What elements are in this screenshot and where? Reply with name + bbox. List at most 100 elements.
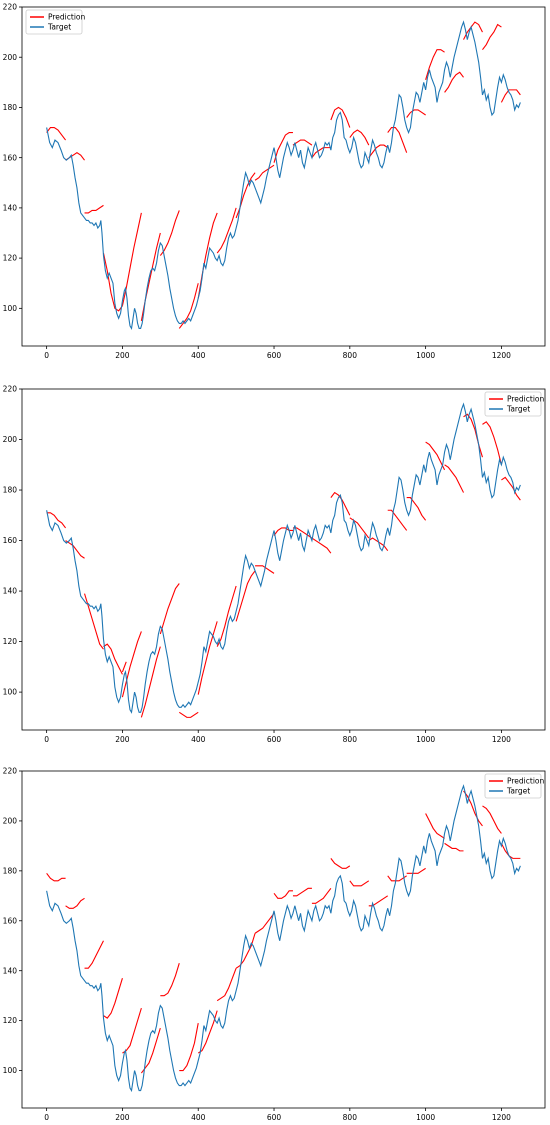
prediction-segment-3 [84, 593, 104, 650]
prediction-segment-19 [387, 126, 408, 153]
prediction-segment-14 [273, 527, 293, 536]
prediction-segment-25 [482, 421, 502, 465]
prediction-segment-13 [273, 890, 293, 899]
target-series-line [46, 20, 521, 331]
legend-label-prediction: Prediction [507, 777, 545, 786]
chart-panel-3: 0 200 400 600 800 1000 1200 100 120 140 160 180 200 2… [0, 764, 550, 1125]
prediction-segment-5 [122, 1007, 142, 1054]
x-tick-label: 400 [191, 735, 206, 744]
legend-label-target: Target [506, 405, 530, 414]
prediction-segment-3 [84, 204, 104, 214]
x-tick-label: 200 [115, 351, 130, 360]
prediction-segment-15 [311, 887, 332, 904]
x-tick-label: 0 [44, 1113, 49, 1122]
prediction-segment-25 [500, 843, 521, 859]
chart-panel-1: 0 200 400 600 800 1000 1200 100 120 140 160 180 200 2… [0, 0, 550, 375]
y-tick-label: 120 [3, 254, 18, 263]
prediction-segment-5 [121, 661, 127, 673]
y-tick-label: 140 [3, 587, 18, 596]
prediction-segment-1 [46, 126, 67, 141]
y-tick-label: 220 [3, 767, 18, 776]
prediction-segment-24 [482, 805, 502, 834]
y-tick-label: 100 [3, 304, 18, 313]
prediction-segment-15 [311, 147, 331, 159]
prediction-segment-1 [46, 873, 66, 882]
legend-box [25, 9, 83, 35]
prediction-segment-21 [425, 49, 445, 80]
chart-3-svg: 0 200 400 600 800 1000 1200 100 120 140 160 180 200 2… [3, 767, 546, 1122]
prediction-segment-9 [178, 711, 199, 718]
prediction-segment-17 [349, 129, 370, 146]
prediction-segment-15 [292, 527, 313, 539]
prediction-segment-22 [444, 842, 464, 852]
prediction-segment-22 [425, 441, 446, 471]
prediction-segment-21 [406, 497, 427, 521]
prediction-segment-22 [444, 71, 464, 93]
prediction-segment-20 [387, 509, 408, 531]
prediction-segment-8 [178, 283, 199, 329]
prediction-segment-26 [501, 476, 521, 501]
legend-label-prediction: Prediction [48, 13, 86, 22]
prediction-segment-4 [103, 643, 123, 675]
x-tick-label: 200 [115, 735, 130, 744]
prediction-segment-14 [292, 887, 312, 897]
prediction-segment-17 [330, 491, 351, 516]
prediction-segment-16 [330, 858, 351, 869]
y-tick-label: 120 [3, 637, 18, 646]
prediction-segment-18 [368, 144, 389, 159]
prediction-segment-23 [463, 790, 483, 827]
x-tick-label: 600 [267, 351, 282, 360]
prediction-segment-18 [349, 517, 370, 539]
chart-2-svg: 0 200 400 600 800 1000 1200 100 120 140 160 180 200 2… [3, 385, 546, 744]
prediction-segment-18 [368, 895, 389, 907]
prediction-segment-12 [254, 912, 275, 934]
prediction-segment-11 [216, 585, 237, 647]
prediction-segment-24 [482, 23, 502, 51]
prediction-segment-16 [330, 106, 351, 128]
y-tick-label: 200 [3, 53, 18, 62]
y-tick-label: 120 [3, 1016, 18, 1025]
prediction-segment-9 [197, 1010, 218, 1054]
y-tick-label: 220 [3, 385, 18, 394]
y-tick-label: 200 [3, 435, 18, 444]
chart-panel-2: 0 200 400 600 800 1000 1200 100 120 140 160 180 200 2… [0, 382, 550, 757]
target-series-line [46, 784, 521, 1093]
prediction-segment-12 [235, 570, 256, 622]
x-tick-label: 400 [191, 1113, 206, 1122]
x-tick-label: 600 [267, 735, 282, 744]
x-tick-label: 1000 [416, 735, 435, 744]
x-tick-label: 800 [343, 735, 358, 744]
y-tick-label: 180 [3, 486, 18, 495]
y-tick-label: 140 [3, 966, 18, 975]
y-tick-label: 180 [3, 866, 18, 875]
y-tick-label: 100 [3, 1066, 18, 1075]
x-tick-label: 400 [191, 351, 206, 360]
y-tick-label: 160 [3, 536, 18, 545]
prediction-segment-3 [84, 940, 104, 969]
y-tick-label: 200 [3, 817, 18, 826]
prediction-segment-10 [197, 621, 218, 695]
legend-label-target: Target [47, 23, 71, 32]
prediction-segment-7 [140, 646, 161, 718]
prediction-segment-7 [160, 963, 180, 997]
prediction-segment-2 [65, 897, 85, 909]
prediction-segment-5 [121, 212, 142, 306]
prediction-segment-4 [102, 252, 123, 312]
prediction-segment-14 [292, 139, 313, 146]
prediction-segment-6 [121, 631, 142, 698]
legend-label-target: Target [506, 787, 530, 796]
chart-1-svg: 0 200 400 600 800 1000 1200 100 120 140 160 180 200 2… [3, 3, 546, 360]
prediction-segment-13 [273, 132, 293, 163]
x-tick-label: 1200 [492, 735, 511, 744]
legend-box [484, 391, 542, 417]
x-tick-label: 1200 [492, 1113, 511, 1122]
prediction-segment-1 [46, 512, 67, 529]
y-tick-label: 140 [3, 203, 18, 212]
x-tick-label: 800 [343, 1113, 358, 1122]
y-tick-label: 180 [3, 103, 18, 112]
prediction-segment-20 [406, 867, 426, 874]
prediction-segment-4 [103, 978, 123, 1019]
prediction-segment-2 [65, 540, 85, 559]
plot-frame [21, 770, 546, 1109]
x-tick-label: 1000 [416, 1113, 435, 1122]
